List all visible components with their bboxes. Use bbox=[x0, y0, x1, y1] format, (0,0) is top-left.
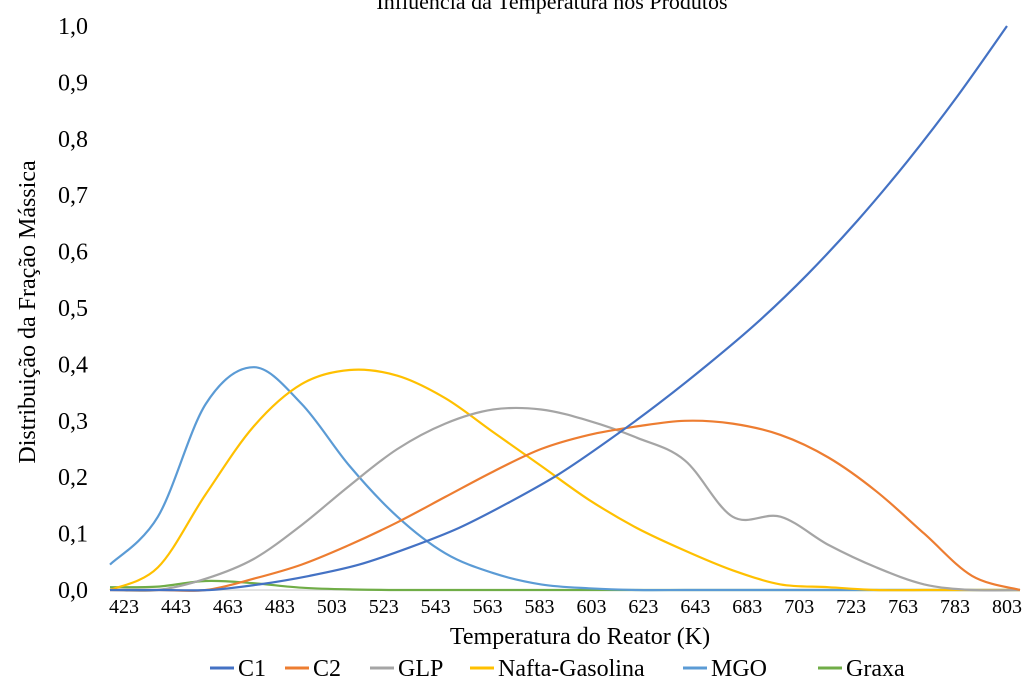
series-line-nafta-gasolina bbox=[109, 368, 1020, 592]
legend: C1 C2 GLP Nafta-Gasolina MGO Graxa bbox=[210, 656, 905, 682]
x-tick-label: 523 bbox=[369, 596, 399, 618]
x-tick-label: 643 bbox=[680, 596, 710, 618]
x-tick-label: 423 bbox=[109, 596, 139, 618]
y-tick-label: 0,2 bbox=[58, 465, 88, 491]
x-tick-label: 583 bbox=[525, 596, 555, 618]
legend-label: C2 bbox=[313, 656, 341, 682]
x-tick-label: 763 bbox=[888, 596, 918, 618]
y-tick-label: 0,7 bbox=[58, 183, 88, 209]
y-axis-label: Distribuição da Fração Mássica bbox=[15, 160, 41, 464]
y-tick-label: 0,3 bbox=[58, 409, 88, 435]
legend-label: MGO bbox=[711, 656, 767, 682]
series-lines bbox=[109, 25, 1021, 592]
y-tick-label: 1,0 bbox=[58, 14, 88, 40]
x-axis-label: Temperatura do Reator (K) bbox=[450, 624, 710, 650]
series-line-c2 bbox=[110, 419, 1021, 592]
x-tick-label: 723 bbox=[836, 596, 866, 618]
x-tick-label: 543 bbox=[421, 596, 451, 618]
x-tick-label: 463 bbox=[213, 596, 243, 618]
y-tick-label: 0,1 bbox=[58, 522, 88, 548]
x-tick-label: 503 bbox=[317, 596, 347, 618]
legend-label: GLP bbox=[398, 656, 443, 682]
legend-label: Nafta-Gasolina bbox=[498, 656, 645, 682]
series-line-glp bbox=[109, 406, 1021, 592]
x-tick-label: 683 bbox=[732, 596, 762, 618]
x-tick-label: 703 bbox=[784, 596, 814, 618]
y-tick-label: 0,5 bbox=[58, 296, 88, 322]
x-tick-label: 483 bbox=[265, 596, 295, 618]
x-tick-label: 803 bbox=[992, 596, 1022, 618]
y-axis-ticks: 0,0 0,1 0,2 0,3 0,4 0,5 0,6 0,7 0,8 0,9 1,0 bbox=[58, 14, 88, 604]
x-tick-label: 783 bbox=[940, 596, 970, 618]
y-tick-label: 0,0 bbox=[58, 578, 88, 604]
chart-title: Influência da Temperatura nos Produtos bbox=[376, 0, 727, 14]
legend-label: Graxa bbox=[846, 656, 905, 682]
y-tick-label: 0,6 bbox=[58, 240, 88, 266]
series-line-c1 bbox=[110, 25, 1008, 592]
x-axis-ticks: 423 443 463 483 503 523 543 563 583 603 623 643 683 7… bbox=[109, 596, 1022, 618]
x-tick-label: 443 bbox=[161, 596, 191, 618]
y-tick-label: 0,8 bbox=[58, 127, 88, 153]
x-tick-label: 623 bbox=[628, 596, 658, 618]
series-line-mgo bbox=[109, 366, 1020, 592]
y-tick-label: 0,9 bbox=[58, 70, 88, 96]
y-tick-label: 0,4 bbox=[58, 352, 88, 378]
x-tick-label: 603 bbox=[576, 596, 606, 618]
legend-label: C1 bbox=[238, 656, 266, 682]
x-tick-label: 563 bbox=[473, 596, 503, 618]
